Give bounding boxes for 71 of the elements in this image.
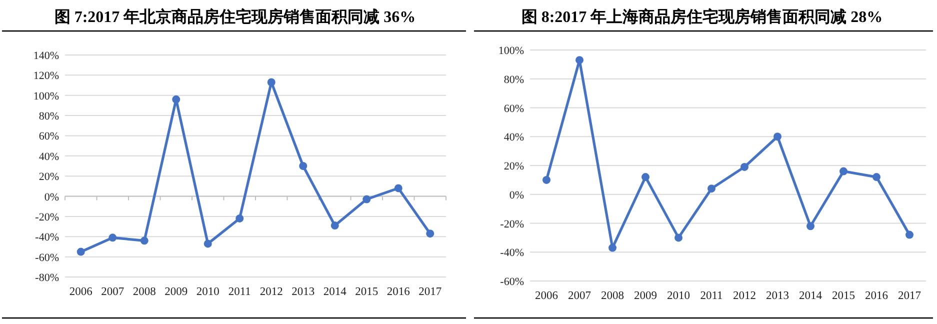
x-tick-label: 2016 [865,290,888,302]
point [236,214,244,222]
point [330,222,339,230]
point [840,167,848,176]
x-tick-label: 2012 [733,290,756,302]
y-tick-label: 0% [509,189,524,202]
y-tick-label: 0% [44,191,59,204]
y-tick-label: -60% [35,252,59,264]
y-tick-label: 40% [38,150,59,163]
point [172,95,180,104]
x-tick-label: 2010 [196,286,220,298]
point [394,184,402,192]
x-tick-label: 2006 [69,286,93,298]
point [906,230,914,239]
x-tick-label: 2014 [799,290,822,302]
x-tick-label: 2010 [667,290,690,302]
point [267,78,276,86]
point [674,234,682,242]
point [608,244,616,252]
y-tick-label: -40% [35,232,59,244]
point [204,240,212,248]
x-tick-label: 2008 [601,290,624,302]
y-tick-label: -40% [500,247,524,260]
point [108,234,117,242]
y-tick-label: 100% [498,45,524,57]
y-tick-label: 20% [38,171,59,184]
point [872,173,880,182]
point [774,132,782,141]
x-tick-label: 2015 [832,290,856,302]
point [576,56,584,64]
y-tick-label: 20% [504,160,524,172]
point [426,230,434,238]
x-tick-label: 2013 [766,290,790,302]
y-tick-label: 120% [33,70,59,82]
y-tick-label: 60% [504,102,524,115]
point [140,236,148,245]
y-tick-label: -80% [35,272,59,284]
y-tick-label: -20% [500,218,524,230]
y-tick-label: 140% [33,50,59,62]
point [362,195,371,204]
point [806,222,814,230]
x-tick-label: 2012 [260,286,284,298]
y-tick-label: 60% [38,130,59,143]
point [740,162,748,171]
point [642,173,650,182]
x-tick-label: 2011 [700,290,724,302]
x-tick-label: 2009 [634,290,658,302]
y-tick-label: 80% [504,74,524,86]
point [708,184,716,193]
x-tick-label: 2015 [355,286,378,298]
y-tick-label: -20% [35,211,59,224]
chart-title: 图 8:2017 年上海商品房住宅现房销售面积同减 28% [521,7,883,26]
point [76,248,85,256]
x-tick-label: 2017 [418,286,442,298]
point [299,162,308,170]
y-tick-label: 80% [38,110,59,123]
x-tick-label: 2014 [323,286,347,298]
x-tick-label: 2009 [164,286,188,298]
x-tick-label: 2008 [132,286,156,298]
x-tick-label: 2016 [386,286,410,298]
point [542,176,550,184]
chart-title: 图 7:2017 年北京商品房住宅现房销售面积同减 36% [54,7,416,26]
x-tick-label: 2011 [228,286,252,298]
y-tick-label: -60% [500,276,524,288]
x-tick-label: 2017 [898,290,922,302]
x-tick-label: 2007 [101,286,124,298]
x-tick-label: 2006 [535,290,558,302]
x-tick-label: 2007 [568,290,592,302]
y-tick-label: 100% [33,90,59,102]
x-tick-label: 2013 [292,286,315,298]
y-tick-label: 40% [504,132,524,144]
